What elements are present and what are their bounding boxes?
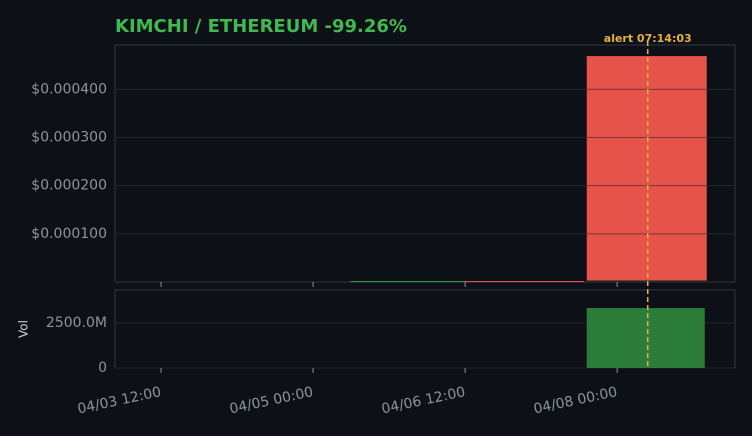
alert-label: alert 07:14:03 [604,32,692,45]
volume-axis-label: Vol [17,320,31,338]
volume-bar [586,308,705,368]
y-tick-label: $0.000100 [31,226,107,242]
volume-tick-label: 0 [98,360,107,376]
y-tick-label: $0.000400 [31,81,107,97]
y-tick-label: $0.000200 [31,178,107,194]
candle-body [586,56,707,281]
candle-body [464,281,585,283]
volume-tick-label: 2500.0M [46,315,107,331]
candle-body [350,281,471,283]
chart-title: KIMCHI / ETHEREUM -99.26% [115,16,407,37]
y-tick-label: $0.000300 [31,129,107,145]
